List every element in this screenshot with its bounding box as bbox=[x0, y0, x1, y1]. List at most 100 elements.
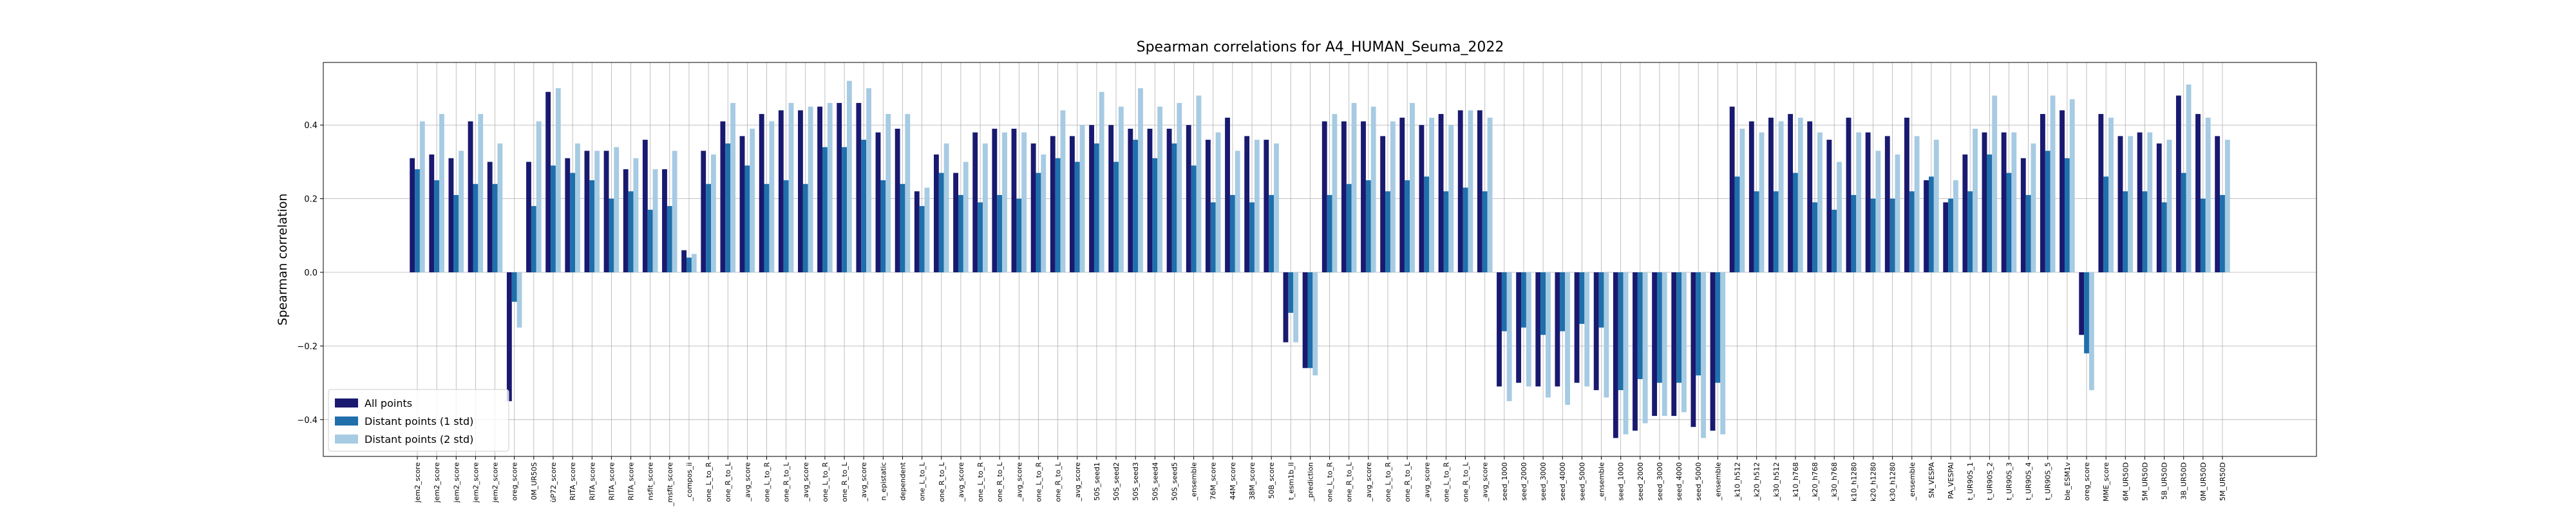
bar bbox=[2025, 194, 2031, 273]
x-tick-label: jem2_score bbox=[471, 462, 480, 503]
bar bbox=[900, 183, 905, 273]
bar bbox=[2079, 272, 2085, 335]
bar bbox=[2137, 132, 2143, 273]
x-tick-label: jem2_score bbox=[491, 462, 500, 503]
x-tick-label: one_R_to_L bbox=[1054, 462, 1063, 502]
bar bbox=[652, 169, 658, 273]
bar bbox=[1346, 183, 1352, 273]
x-tick-label: t_UR90S_5 bbox=[2044, 462, 2052, 500]
bar bbox=[1385, 191, 1390, 273]
bar bbox=[1948, 198, 1953, 273]
bar bbox=[506, 272, 512, 402]
bar bbox=[1302, 272, 1308, 368]
bar bbox=[2128, 136, 2134, 273]
bar bbox=[895, 128, 900, 273]
bar bbox=[1535, 272, 1541, 387]
bar bbox=[997, 194, 1003, 273]
bar bbox=[1526, 272, 1531, 387]
bar bbox=[1851, 194, 1857, 273]
bar bbox=[1225, 117, 1230, 273]
bar bbox=[1768, 117, 1774, 273]
x-tick-label: oreg_score bbox=[2083, 462, 2091, 501]
x-tick-label: _ensemble bbox=[1598, 462, 1606, 501]
x-tick-label: _avg_score bbox=[743, 462, 752, 502]
bar bbox=[1041, 154, 1046, 273]
bar bbox=[1011, 128, 1017, 273]
bar bbox=[1676, 272, 1682, 383]
bar bbox=[1438, 114, 1444, 273]
bar bbox=[958, 194, 963, 273]
bar bbox=[1244, 136, 1250, 273]
bar bbox=[992, 128, 998, 273]
x-tick-label: one_L_to_R bbox=[976, 462, 985, 502]
bar bbox=[783, 180, 789, 273]
bar bbox=[1249, 202, 1255, 273]
bar bbox=[1457, 110, 1463, 273]
bar bbox=[681, 250, 687, 273]
bar bbox=[2156, 143, 2162, 273]
legend-label: Distant points (1 std) bbox=[365, 415, 473, 427]
bar bbox=[1604, 272, 1609, 398]
x-tick-label: _ensemble bbox=[1908, 462, 1917, 501]
bar bbox=[575, 143, 580, 273]
x-tick-label: one_R_to_L bbox=[1345, 462, 1354, 502]
x-tick-label: one_R_to_L bbox=[1403, 462, 1412, 502]
bar bbox=[1074, 162, 1080, 273]
legend-box bbox=[328, 389, 509, 452]
bar bbox=[1778, 121, 1784, 273]
bar bbox=[1147, 128, 1153, 273]
x-tick-label: 0M_UR50D bbox=[2199, 462, 2208, 501]
x-tick-label: one_L_to_R bbox=[1442, 462, 1450, 502]
bar bbox=[924, 187, 930, 273]
bar bbox=[1264, 140, 1269, 273]
bar bbox=[1506, 272, 1512, 402]
x-tick-label: _avg_score bbox=[1481, 462, 1490, 502]
bar bbox=[545, 91, 551, 273]
x-tick-label: 50S_seed3 bbox=[1132, 462, 1140, 501]
bar bbox=[846, 80, 852, 273]
bar bbox=[672, 151, 677, 273]
bar bbox=[1773, 191, 1779, 273]
bar bbox=[1662, 272, 1667, 417]
x-tick-label: _avg_score bbox=[802, 462, 810, 502]
bar bbox=[662, 169, 667, 273]
bar bbox=[1754, 191, 1759, 273]
bar bbox=[769, 121, 775, 273]
x-tick-label: seed_3000 bbox=[1656, 462, 1664, 501]
x-tick-label: t_UR90S_3 bbox=[2005, 462, 2013, 500]
x-tick-label: _k10_h768 bbox=[1792, 462, 1800, 501]
bar bbox=[2220, 194, 2225, 273]
legend-label: All points bbox=[365, 397, 412, 409]
bar bbox=[861, 140, 867, 273]
x-tick-label: 5M_UR50D bbox=[2141, 462, 2149, 501]
bar bbox=[1021, 132, 1027, 273]
bar bbox=[938, 173, 944, 273]
bar bbox=[1546, 272, 1551, 398]
x-tick-label: n_epistatic bbox=[879, 462, 887, 500]
bar bbox=[866, 88, 871, 273]
bar bbox=[1870, 198, 1876, 273]
bar bbox=[1166, 128, 1172, 273]
bar bbox=[1099, 91, 1104, 273]
x-tick-label: 50S_seed2 bbox=[1112, 462, 1121, 501]
bar bbox=[1321, 121, 1327, 273]
bar bbox=[1229, 194, 1235, 273]
legend-label: Distant points (2 std) bbox=[365, 433, 473, 445]
x-tick-label: _avg_score bbox=[1074, 462, 1082, 502]
bar bbox=[1482, 191, 1488, 273]
x-tick-label: nsfit_score bbox=[647, 462, 655, 500]
bar bbox=[1399, 117, 1405, 273]
bar bbox=[1690, 272, 1696, 427]
bar bbox=[2181, 173, 2186, 273]
bar bbox=[1943, 202, 1949, 273]
bar bbox=[589, 180, 595, 273]
x-tick-label: 50S_seed1 bbox=[1093, 462, 1101, 501]
bar bbox=[2161, 202, 2167, 273]
bar bbox=[880, 180, 886, 273]
bar bbox=[1443, 191, 1449, 273]
x-tick-label: 3B_UR50D bbox=[2180, 462, 2188, 500]
bar bbox=[1837, 162, 1842, 273]
x-tick-label: _avg_score bbox=[860, 462, 868, 502]
bar bbox=[565, 158, 571, 273]
